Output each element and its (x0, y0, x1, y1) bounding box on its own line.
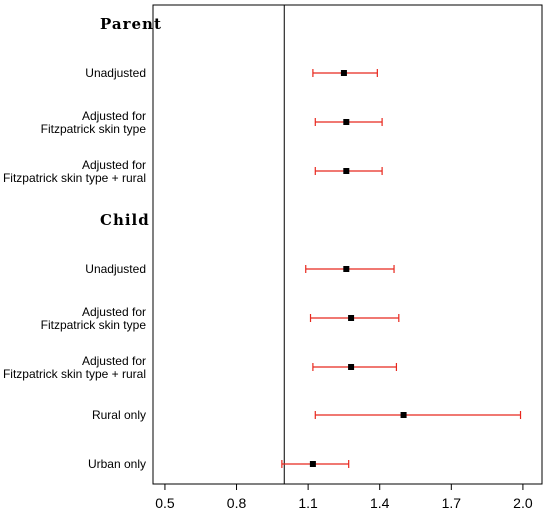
point-estimate (343, 266, 350, 272)
row-label: Fitzpatrick skin type (41, 318, 147, 332)
x-tick-label: 1.4 (370, 495, 390, 511)
row-label: Adjusted for (82, 158, 146, 172)
x-tick-label: 0.5 (155, 495, 175, 511)
row-label: Unadjusted (85, 262, 146, 276)
point-estimate (343, 168, 350, 174)
x-tick-label: 1.7 (442, 495, 462, 511)
x-tick-label: 2.0 (513, 495, 533, 511)
point-estimate (309, 461, 316, 467)
estimate-marks (281, 69, 522, 468)
point-estimate (343, 119, 350, 125)
row-label: Rural only (92, 408, 146, 422)
group-heading: Parent (100, 15, 162, 33)
x-tick-label: 0.8 (227, 495, 247, 511)
point-estimate (348, 364, 355, 370)
row-label: Adjusted for (82, 305, 146, 319)
point-estimate (340, 70, 347, 76)
row-label: Adjusted for (82, 109, 146, 123)
point-estimate (400, 412, 407, 418)
point-estimate (348, 315, 355, 321)
row-label: Urban only (88, 457, 146, 471)
x-axis: 0.5 0.8 1.1 1.4 1.7 2.0 (155, 483, 533, 511)
group-heading: Child (100, 211, 150, 229)
row-label: Fitzpatrick skin type (41, 122, 147, 136)
row-label: Unadjusted (85, 66, 146, 80)
row-label: Fitzpatrick skin type + rural (3, 171, 146, 185)
row-label: Fitzpatrick skin type + rural (3, 367, 146, 381)
x-tick-label: 1.1 (298, 495, 318, 511)
row-label: Adjusted for (82, 354, 146, 368)
plot-frame (152, 4, 543, 485)
